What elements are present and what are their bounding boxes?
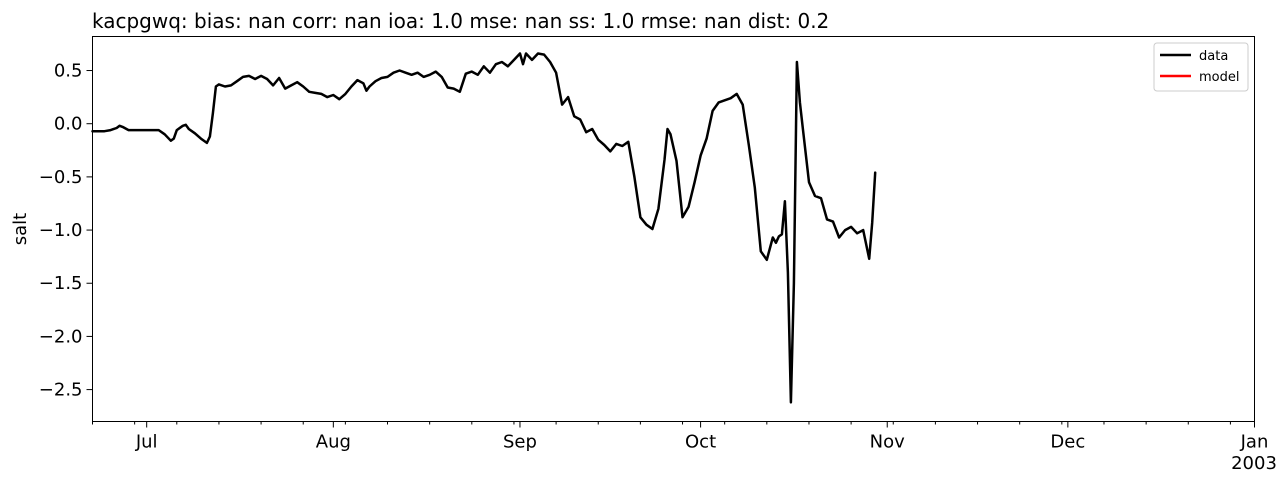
- x-tick-label: Oct: [685, 432, 716, 453]
- y-tick-label: 0.0: [54, 114, 83, 135]
- y-axis: 0.5 0.0 −0.5 −1.0 −1.5 −2.0 −2.5: [39, 61, 93, 401]
- legend-label-model: model: [1199, 70, 1239, 85]
- legend: data model: [1153, 42, 1249, 92]
- y-axis-label: salt: [10, 213, 31, 245]
- legend-label-data: data: [1199, 49, 1228, 64]
- y-tick-label: 0.5: [54, 61, 83, 82]
- x-tick-label: Sep: [503, 432, 537, 453]
- y-tick-label: −2.0: [39, 326, 83, 347]
- x-tick-label: Aug: [316, 432, 351, 453]
- y-tick-label: −2.5: [39, 380, 83, 401]
- x-tick-label: Dec: [1050, 432, 1085, 453]
- y-tick-label: −1.0: [39, 220, 83, 241]
- x-axis: Jul Aug Sep Oct Nov Dec Jan: [92, 421, 1269, 453]
- chart-title: kacpgwq: bias: nan corr: nan ioa: 1.0 ms…: [92, 9, 829, 33]
- y-tick-label: −0.5: [39, 167, 83, 188]
- plot-frame: [92, 36, 1255, 422]
- x-tick-label: Nov: [870, 432, 905, 453]
- plot-area: [91, 36, 1255, 422]
- series-line-data: [91, 52, 877, 404]
- x-axis-year-label: 2003: [1231, 453, 1277, 474]
- x-tick-label: Jan: [1240, 432, 1269, 453]
- x-tick-label: Jul: [135, 432, 158, 453]
- y-tick-label: −1.5: [39, 273, 83, 294]
